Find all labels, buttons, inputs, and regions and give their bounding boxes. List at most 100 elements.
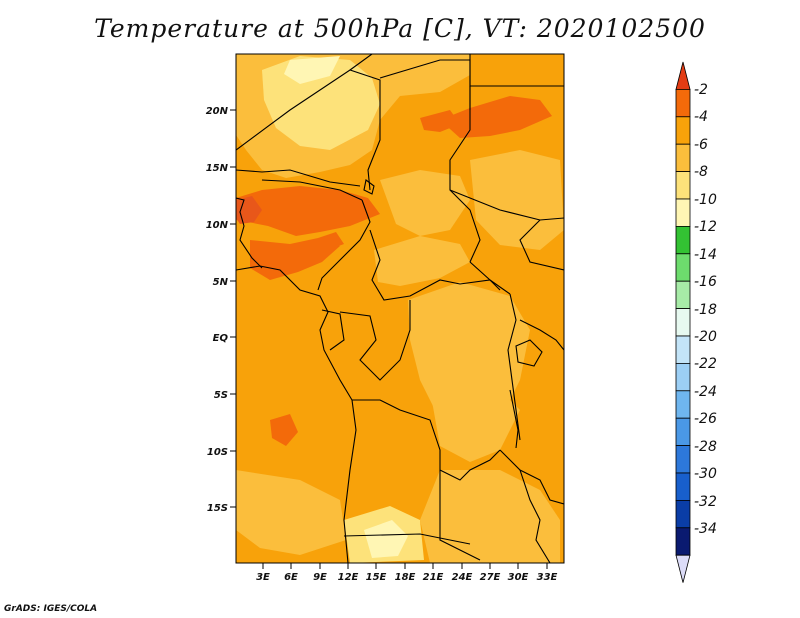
border-drc-east xyxy=(507,293,521,441)
colorbar-box xyxy=(675,472,691,501)
colorbar-box xyxy=(675,143,691,172)
colorbar-box xyxy=(675,362,691,392)
colorbar-label-m16: -16 xyxy=(694,274,717,290)
border-congo xyxy=(339,300,411,381)
colorbar-label-m20: -20 xyxy=(694,329,717,345)
border-kenya-uganda xyxy=(519,319,564,351)
border-senegal-coast xyxy=(236,197,263,269)
colorbar-label-m30: -30 xyxy=(694,466,717,482)
field-mid-cameroon xyxy=(374,236,470,286)
map-frame xyxy=(235,53,565,564)
colorbar-label-m28: -28 xyxy=(694,439,717,455)
border-west-coast xyxy=(236,265,357,563)
lon-axis: 3E 6E 9E 12E 15E 18E 21E 24E 27E 30E 33E xyxy=(256,563,558,583)
colorbar-label-m2: -2 xyxy=(694,82,708,98)
border-angola-zambia xyxy=(439,470,481,561)
border-car-sudan xyxy=(469,261,501,291)
field-mid-south xyxy=(420,470,560,563)
colorbar-box xyxy=(675,335,691,364)
colorbar-label-m32: -32 xyxy=(694,494,717,510)
lon-label-12e: 12E xyxy=(338,572,359,583)
border-mali-niger xyxy=(236,169,361,187)
colorbar-top-triangle xyxy=(675,61,691,90)
lat-label-15s: 15S xyxy=(207,503,228,514)
border-drc-angola xyxy=(352,399,501,481)
lake-victoria xyxy=(515,339,543,367)
field-warm-spot-1 xyxy=(270,414,298,446)
field-mid-angola xyxy=(236,470,346,555)
colorbar-boxes xyxy=(675,61,691,583)
field-warm-sahel xyxy=(236,186,380,236)
colorbar-label-m26: -26 xyxy=(694,411,717,427)
colorbar-label-m18: -18 xyxy=(694,302,717,318)
lon-label-6e: 6E xyxy=(284,572,298,583)
lon-label-15e: 15E xyxy=(366,572,387,583)
field-cool-north xyxy=(262,56,380,150)
lon-label-3e: 3E xyxy=(256,572,270,583)
lake-tanganyika xyxy=(509,389,519,449)
border-nigeria-cameroon xyxy=(317,199,371,291)
temperature-field xyxy=(236,54,564,563)
lake-chad xyxy=(363,179,375,195)
colorbar-bottom-triangle xyxy=(675,554,691,583)
lat-label-15n: 15N xyxy=(206,163,229,174)
colorbar-box xyxy=(675,417,691,447)
lat-label-5n: 5N xyxy=(213,277,229,288)
colorbar-box xyxy=(675,198,691,227)
colorbar-label-m8: -8 xyxy=(694,164,708,180)
border-nigeria-niger xyxy=(261,179,363,201)
colorbar-label-m4: -4 xyxy=(694,109,708,125)
colorbar-label-m10: -10 xyxy=(694,192,717,208)
colorbar-box xyxy=(675,308,691,337)
colorbar-label-m24: -24 xyxy=(694,384,717,400)
border-malawi xyxy=(519,469,551,563)
border-zambia-tanzania xyxy=(499,449,564,505)
field-mid-sudan xyxy=(470,150,564,250)
lon-label-18e: 18E xyxy=(395,572,416,583)
colorbar-box xyxy=(675,390,691,419)
border-namibia xyxy=(343,533,471,545)
colorbar-box xyxy=(675,116,691,145)
country-borders xyxy=(236,54,564,563)
border-sudan-ss xyxy=(449,189,564,221)
colorbar-label-m14: -14 xyxy=(694,247,717,263)
colorbar-label-m34: -34 xyxy=(694,521,717,537)
field-mid-drc xyxy=(430,380,520,462)
field-coolest-south xyxy=(364,520,408,558)
lon-label-27e: 27E xyxy=(480,572,501,583)
colorbar-label-m12: -12 xyxy=(694,219,717,235)
lat-label-eq: EQ xyxy=(213,333,229,344)
colorbar-box xyxy=(675,280,691,310)
colorbar: -2 -4 -6 -8 -10 -12 -14 -16 -18 -20 -22 … xyxy=(675,61,717,583)
border-gabon xyxy=(321,309,345,351)
field-warm-libya xyxy=(420,110,460,132)
field-warm-nigeria xyxy=(250,238,340,280)
field-coolest-north xyxy=(284,56,340,84)
lat-label-10s: 10S xyxy=(207,447,228,458)
lon-label-30e: 30E xyxy=(508,572,529,583)
field-mid-central xyxy=(380,170,470,236)
border-ethiopia xyxy=(519,219,564,271)
border-niger-chad xyxy=(367,100,381,191)
colorbar-box xyxy=(675,445,691,474)
colorbar-box xyxy=(675,225,691,255)
colorbar-label-m22: -22 xyxy=(694,356,717,372)
colorbar-box xyxy=(675,253,691,282)
lon-label-21e: 21E xyxy=(423,572,444,583)
lon-label-33e: 33E xyxy=(537,572,558,583)
border-cameroon-car xyxy=(369,229,511,301)
lon-label-9e: 9E xyxy=(313,572,327,583)
field-warm-spot-2 xyxy=(318,232,344,250)
lat-label-10n: 10N xyxy=(206,220,229,231)
colorbar-box xyxy=(675,171,691,200)
lon-label-24e: 24E xyxy=(452,572,473,583)
colorbar-label-m6: -6 xyxy=(694,137,708,153)
colorbar-box xyxy=(675,527,691,556)
grads-credit: GrADS: IGES/COLA xyxy=(4,604,98,614)
map-title: Temperature at 500hPa [C], VT: 202010250… xyxy=(94,14,706,43)
field-warm-chad xyxy=(440,96,552,138)
lat-axis: 20N 15N 10N 5N EQ 5S 10S 15S xyxy=(206,106,236,514)
lat-label-20n: 20N xyxy=(206,106,229,117)
colorbar-box xyxy=(675,499,691,529)
